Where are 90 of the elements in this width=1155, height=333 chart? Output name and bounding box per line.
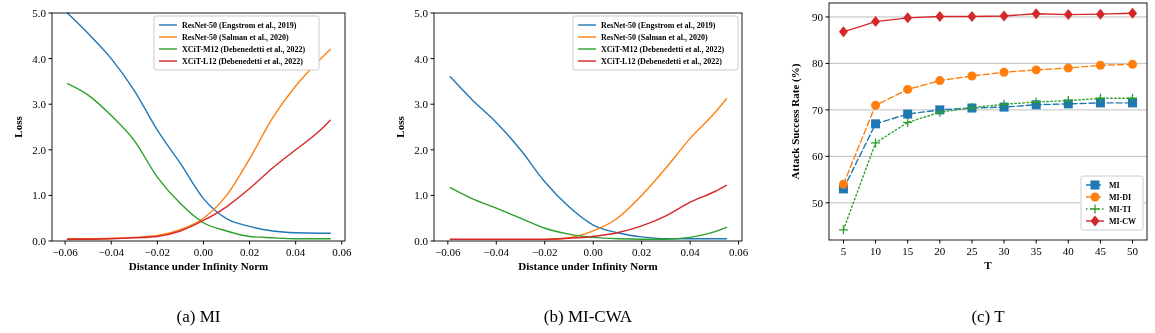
legend-label: ResNet-50 (Engstrom et al., 2019) xyxy=(601,21,716,30)
x-tick-label: 0.04 xyxy=(680,246,701,258)
y-tick-label: 0.0 xyxy=(32,235,47,247)
point xyxy=(838,26,848,38)
line-series xyxy=(66,82,331,240)
legend-label: XCiT-L12 (Debenedetti et al., 2022) xyxy=(601,57,723,66)
point xyxy=(1031,65,1041,75)
point xyxy=(967,10,977,22)
point xyxy=(1063,63,1073,73)
point xyxy=(935,10,945,22)
point xyxy=(1128,7,1138,19)
y-tick-label: 2.0 xyxy=(32,143,47,156)
point xyxy=(1095,8,1105,20)
x-tick-label: 5 xyxy=(840,245,847,257)
x-axis-title: Distance under Infinity Norm xyxy=(128,260,269,272)
point xyxy=(1031,96,1042,108)
y-tick-label: 4.0 xyxy=(32,52,47,65)
x-tick-label: 45 xyxy=(1094,245,1107,257)
x-tick-label: 50 xyxy=(1127,245,1139,257)
point xyxy=(935,76,945,86)
y-tick-label: 2.0 xyxy=(414,143,429,156)
x-tick-label: 15 xyxy=(902,245,914,257)
legend-label: MI-CW xyxy=(1109,217,1137,226)
line-series xyxy=(66,12,331,234)
line-series xyxy=(66,119,331,240)
x-tick-label: 40 xyxy=(1062,245,1075,257)
legend-label: MI xyxy=(1109,181,1120,190)
point xyxy=(967,71,977,81)
y-tick-label: 0.0 xyxy=(414,235,429,247)
legend-label: MI-DI xyxy=(1109,193,1132,202)
x-tick-label: −0.04 xyxy=(483,246,510,258)
y-tick-label: 60 xyxy=(812,150,824,163)
point xyxy=(1095,60,1105,70)
point xyxy=(871,119,881,129)
x-tick-label: −0.06 xyxy=(435,246,462,258)
x-axis-title: T xyxy=(984,259,993,271)
x-tick-label: −0.02 xyxy=(532,246,558,258)
y-tick-label: 3.0 xyxy=(32,98,47,111)
x-tick-label: 35 xyxy=(1030,245,1043,257)
x-tick-label: 0.00 xyxy=(583,246,604,258)
point xyxy=(871,16,881,28)
legend-label: XCiT-M12 (Debenedetti et al., 2022) xyxy=(182,45,306,54)
y-tick-label: 4.0 xyxy=(414,52,429,65)
y-axis-title: Loss xyxy=(12,115,24,138)
legend-label: ResNet-50 (Salman et al., 2020) xyxy=(601,33,708,42)
legend-label: MI-TI xyxy=(1109,205,1131,214)
y-tick-label: 1.0 xyxy=(414,189,429,202)
y-axis-title: Attack Success Rate (%) xyxy=(789,63,802,180)
x-tick-label: 0.02 xyxy=(239,246,260,258)
x-tick-label: 0.04 xyxy=(286,246,306,258)
y-tick-label: 3.0 xyxy=(414,98,429,111)
y-tick-label: 90 xyxy=(812,10,824,23)
x-tick-label: −0.04 xyxy=(98,246,125,258)
point xyxy=(999,10,1009,22)
x-tick-label: 25 xyxy=(966,245,978,257)
x-tick-label: 0.06 xyxy=(332,246,352,258)
y-tick-label: 5.0 xyxy=(414,7,429,19)
legend-label: XCiT-M12 (Debenedetti et al., 2022) xyxy=(601,45,725,54)
y-axis-title: Loss xyxy=(394,115,406,138)
x-tick-label: −0.06 xyxy=(52,246,79,258)
point xyxy=(838,179,848,189)
x-tick-label: 0.06 xyxy=(728,246,749,258)
y-tick-label: 70 xyxy=(812,103,824,116)
x-axis-title: Distance under Infinity Norm xyxy=(518,260,658,272)
x-tick-label: 0.02 xyxy=(632,246,652,258)
point xyxy=(1128,59,1138,69)
point xyxy=(1063,9,1073,21)
legend-label: ResNet-50 (Salman et al., 2020) xyxy=(182,33,289,42)
line-series xyxy=(449,76,728,240)
legend-label: XCiT-L12 (Debenedetti et al., 2022) xyxy=(182,57,304,66)
point xyxy=(999,67,1009,77)
y-tick-label: 50 xyxy=(812,196,824,209)
legend-label: ResNet-50 (Engstrom et al., 2019) xyxy=(182,21,297,30)
point xyxy=(903,109,913,119)
point xyxy=(903,84,913,94)
y-tick-label: 80 xyxy=(812,57,824,70)
text: (c) T xyxy=(971,307,1006,326)
x-tick-label: −0.02 xyxy=(144,246,171,258)
x-tick-label: 0.00 xyxy=(193,246,214,258)
point xyxy=(903,12,913,24)
point xyxy=(870,137,881,149)
point xyxy=(1031,8,1041,20)
point xyxy=(871,100,881,110)
x-tick-label: 30 xyxy=(998,245,1011,257)
y-tick-label: 1.0 xyxy=(32,189,47,202)
x-tick-label: 20 xyxy=(934,245,946,257)
text: (a) MI xyxy=(176,307,221,326)
text: (b) MI-CWA xyxy=(543,307,633,326)
y-tick-label: 5.0 xyxy=(32,7,47,19)
x-tick-label: 10 xyxy=(870,245,882,257)
